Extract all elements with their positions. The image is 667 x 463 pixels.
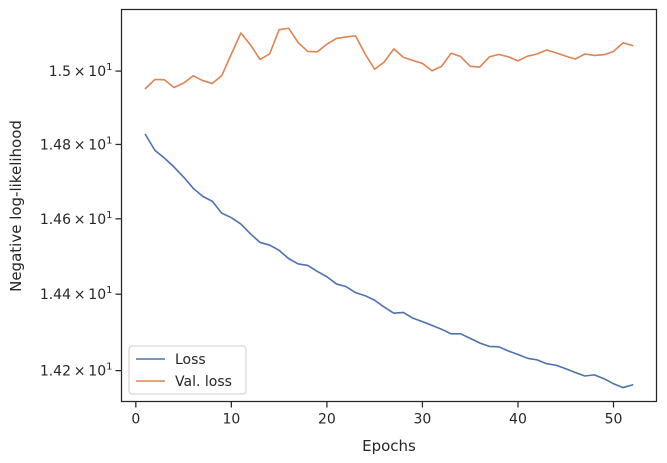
series-layer — [144, 27, 634, 389]
series-line-val-loss — [144, 27, 634, 90]
x-tick-label: 20 — [318, 412, 336, 428]
x-tick-label: 10 — [222, 412, 240, 428]
y-axis: 1.42 × 101 1.44 × 101 1.46 × 101 1.48 × 101… — [40, 62, 122, 380]
y-tick-label: 1.44 × 101 — [40, 285, 113, 303]
y-axis-label: Negative log-likelihood — [7, 120, 25, 292]
legend-box — [128, 345, 247, 395]
x-tick-label: 30 — [414, 412, 432, 428]
legend-label-val-loss: Val. loss — [175, 374, 232, 390]
x-tick-label: 40 — [509, 412, 527, 428]
x-axis: 0 10 20 30 40 50 — [131, 401, 623, 428]
legend-label-loss: Loss — [175, 352, 206, 368]
series-line-loss — [144, 133, 634, 389]
y-tick-label: 1.48 × 101 — [40, 135, 113, 153]
x-tick-label: 0 — [131, 412, 140, 428]
y-tick-label: 1.42 × 101 — [40, 362, 113, 380]
x-tick-label: 50 — [605, 412, 623, 428]
legend: Loss Val. loss — [128, 345, 247, 395]
x-axis-label: Epochs — [362, 437, 416, 455]
y-tick-label: 1.5 × 101 — [49, 62, 113, 80]
y-tick-label: 1.46 × 101 — [40, 210, 113, 228]
plot-frame — [120, 8, 658, 403]
